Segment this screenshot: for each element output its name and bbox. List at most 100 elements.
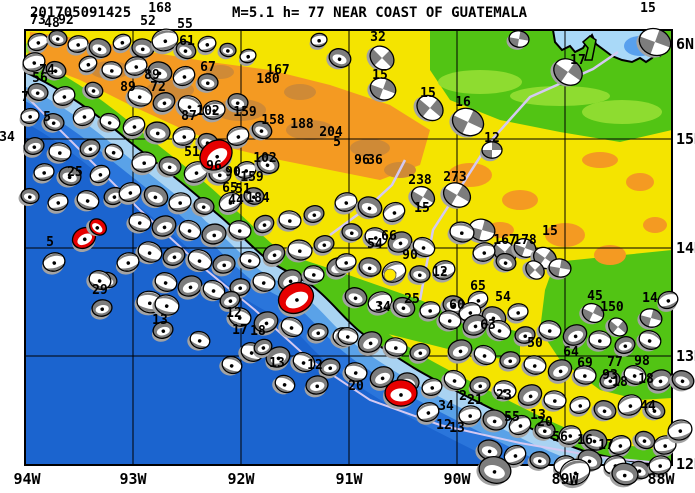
focal-mechanism-ball: [522, 260, 545, 280]
focal-mechanism-ball: [636, 330, 662, 352]
focal-mechanism-ball: [621, 365, 647, 387]
focal-mechanism-ball: [41, 252, 66, 275]
focal-mechanism-ball-highlight: [277, 281, 315, 317]
focal-mechanism-ball: [79, 138, 101, 160]
focal-mechanism-ball: [562, 324, 588, 349]
focal-mechanism-ball: [25, 83, 49, 103]
focal-mechanism-ball: [306, 323, 329, 344]
orange-patch: [448, 163, 492, 187]
focal-mechanism-ball: [141, 185, 169, 209]
focal-mechanism-ball: [418, 301, 441, 322]
focal-mechanism-ball: [390, 296, 416, 319]
focal-mechanism-ball: [557, 425, 582, 448]
depth-label: 14: [642, 291, 658, 306]
focal-mechanism-ball: [527, 451, 551, 471]
green-streak: [438, 70, 522, 94]
depth-label: 98: [634, 354, 650, 369]
focal-mechanism-ball: [642, 400, 666, 421]
focal-mechanism-ball: [151, 215, 177, 240]
depth-label: 54: [367, 237, 383, 252]
focal-mechanism-ball: [647, 455, 672, 478]
depth-label: 55: [177, 17, 193, 32]
focal-mechanism-ball: [66, 35, 89, 56]
focal-mechanism-ball: [382, 201, 406, 225]
focal-mechanism-ball: [441, 369, 467, 392]
focal-mechanism-ball: [21, 52, 46, 75]
focal-mechanism-ball: [546, 258, 572, 280]
focal-mechanism-ball: [355, 196, 383, 220]
focal-mechanism-ball: [272, 374, 296, 395]
focal-mechanism-ball: [420, 378, 443, 399]
focal-mechanism-ball: [143, 121, 171, 145]
focal-mechanism-ball: [613, 336, 636, 357]
focal-mechanism-ball: [19, 107, 40, 127]
focal-mechanism-ball: [226, 126, 250, 149]
depth-label: 64: [563, 345, 579, 360]
depth-label: 238: [408, 173, 432, 188]
focal-mechanism-ball: [130, 151, 157, 176]
focal-mechanism-ball: [503, 444, 527, 468]
longitude-label: 94W: [13, 470, 41, 488]
focal-mechanism-ball: [197, 35, 217, 56]
depth-label: 51: [184, 145, 200, 160]
focal-mechanism-ball: [342, 362, 368, 384]
peninsula: [581, 35, 597, 61]
depth-label: 34: [375, 300, 391, 315]
focal-mechanism-ball: [152, 92, 176, 115]
grid-layer: [25, 30, 672, 465]
focal-mechanism-ball: [413, 94, 444, 122]
depth-label: 13: [152, 313, 168, 328]
depth-label: 92: [58, 13, 74, 28]
focal-mechanism-ball: [362, 227, 388, 249]
focal-mechanism-ball: [608, 435, 632, 458]
focal-mechanism-ball: [657, 290, 679, 312]
focal-mechanism-ball: [237, 251, 261, 271]
focal-mechanism-ball: [125, 85, 153, 109]
focal-mechanism-ball: [387, 231, 413, 256]
depth-label: 90: [402, 248, 418, 263]
depth-label: 15: [542, 224, 558, 239]
marker-layer: [383, 268, 397, 282]
latitude-label: 12N: [676, 455, 695, 473]
depth-label: 15: [420, 86, 436, 101]
focal-mechanism-ball: [536, 320, 562, 342]
longitude-label: 89W: [551, 470, 579, 488]
focal-mechanism-ball: [408, 343, 431, 364]
focal-mechanism-ball: [99, 61, 123, 81]
focal-mechanism-ball: [559, 458, 591, 489]
depth-label: 66: [381, 229, 397, 244]
focal-mechanism-ball: [547, 359, 573, 384]
focal-mechanism-ball: [115, 252, 140, 275]
depth-label: 48: [44, 16, 60, 31]
focal-mechanism-ball: [480, 409, 508, 433]
focal-mechanism-ball: [333, 192, 358, 215]
focal-mechanism-ball: [301, 265, 325, 285]
focal-mechanism-ball-highlight: [86, 218, 108, 237]
focal-mechanism-ball: [18, 187, 40, 207]
depth-label: 2: [459, 389, 467, 404]
focal-mechanism-ball: [200, 223, 227, 248]
focal-mechanism-ball: [309, 32, 328, 50]
focal-mechanism-ball: [46, 193, 69, 214]
depth-label: 93: [602, 368, 618, 383]
depth-label: 89: [144, 68, 160, 83]
tan-patch: [350, 139, 390, 157]
focal-mechanism-ball: [637, 308, 663, 330]
focal-mechanism-ball: [43, 60, 67, 81]
focal-mechanism-ball: [302, 205, 325, 226]
focal-mechanism-ball: [97, 112, 121, 133]
depth-label: 15: [372, 68, 388, 83]
latitude-label: 14N: [676, 239, 695, 257]
focal-mechanism-ball: [123, 56, 148, 79]
depth-label: 55: [504, 410, 520, 425]
focal-mechanism-ball: [226, 307, 252, 329]
longitude-label: 93W: [119, 470, 147, 488]
focal-mechanism-ball: [22, 137, 45, 158]
focal-mechanism-ball: [468, 376, 491, 397]
depth-label: 16: [577, 433, 593, 448]
depth-label: 17: [598, 438, 614, 453]
depth-label: 77: [607, 355, 623, 370]
focal-mechanism-ball: [647, 369, 673, 394]
focal-mechanism-ball: [238, 48, 257, 67]
focal-mechanism-ball: [211, 254, 236, 277]
